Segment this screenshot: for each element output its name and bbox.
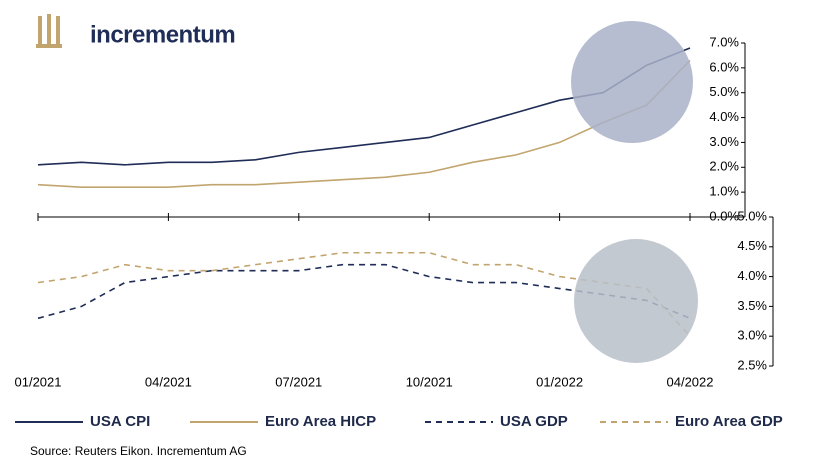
wolf-image <box>571 21 693 143</box>
x-tick-label: 01/2022 <box>536 374 583 389</box>
y-tick-label: 4.0% <box>709 109 739 124</box>
y-tick-label: 2.5% <box>737 357 767 372</box>
y-tick-label: 4.0% <box>737 268 767 283</box>
logo-icon <box>36 14 62 48</box>
x-tick-label: 10/2021 <box>406 374 453 389</box>
y-tick-label: 3.0% <box>737 328 767 343</box>
y-tick-label: 0.0% <box>709 208 739 223</box>
legend-label: Euro Area GDP <box>675 413 783 430</box>
y-tick-label: 7.0% <box>709 34 739 49</box>
y-tick-label: 5.0% <box>737 208 767 223</box>
y-tick-label: 3.5% <box>737 298 767 313</box>
x-tick-label: 04/2022 <box>667 374 714 389</box>
y-tick-label: 2.0% <box>709 159 739 174</box>
legend-label: USA GDP <box>500 413 568 430</box>
x-tick-label: 04/2021 <box>145 374 192 389</box>
legend-label: USA CPI <box>90 413 150 430</box>
logo-text: incrementum <box>90 21 235 48</box>
y-tick-label: 4.5% <box>737 238 767 253</box>
legend-label: Euro Area HICP <box>265 413 376 430</box>
bear-image <box>574 239 698 363</box>
source: Source: Reuters Eikon. Incrementum AG <box>30 444 247 458</box>
x-tick-label: 01/2021 <box>15 374 62 389</box>
y-tick-label: 5.0% <box>709 84 739 99</box>
y-tick-label: 1.0% <box>709 184 739 199</box>
series-line <box>37 59 691 188</box>
y-tick-label: 6.0% <box>709 59 739 74</box>
y-tick-label: 3.0% <box>709 134 739 149</box>
x-tick-label: 07/2021 <box>275 374 322 389</box>
